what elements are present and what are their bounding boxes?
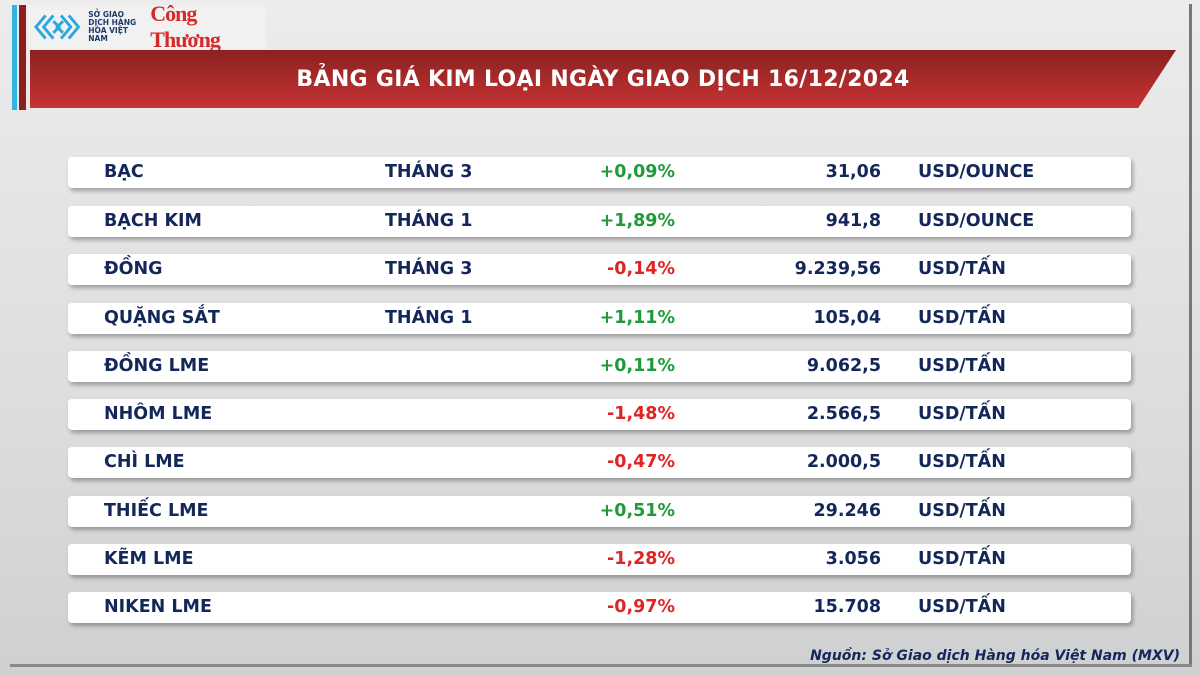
table-row: CHÌ LME -0,47% 2.000,5 USD/TẤN [68,447,1131,478]
table-row: NHÔM LME -1,48% 2.566,5 USD/TẤN [68,399,1131,430]
metal-name: ĐỒNG LME [104,356,210,376]
metal-name: ĐỒNG [104,259,163,279]
price-change: -0,47% [607,452,675,472]
metal-name: NHÔM LME [104,404,213,424]
source-note: Nguồn: Sở Giao dịch Hàng hóa Việt Nam (M… [810,648,1180,664]
mxv-logo-icon [34,14,81,40]
table-row: ĐỒNG LME +0,11% 9.062,5 USD/TẤN [68,351,1131,382]
price-change: -0,97% [607,597,675,617]
unit: USD/TẤN [918,549,1006,569]
price: 105,04 [813,308,881,328]
price: 15.708 [813,597,881,617]
price: 9.239,56 [794,259,881,279]
unit: USD/TẤN [918,452,1006,472]
price-change: +0,51% [599,501,675,521]
metal-name: CHÌ LME [104,452,185,472]
logo-brand: Công Thương [150,1,221,52]
contract-month: THÁNG 1 [385,308,473,328]
price-change: +1,11% [599,308,675,328]
metal-name: QUẶNG SẮT [104,308,220,328]
contract-month: THÁNG 1 [385,211,473,231]
frame-edge [1189,4,1192,667]
price: 9.062,5 [806,356,881,376]
price: 941,8 [825,211,881,231]
price: 3.056 [825,549,881,569]
title-banner: BẢNG GIÁ KIM LOẠI NGÀY GIAO DỊCH 16/12/2… [30,50,1176,108]
contract-month: THÁNG 3 [385,162,473,182]
unit: USD/OUNCE [918,211,1035,231]
metal-name: NIKEN LME [104,597,212,617]
logo-org-text: SỞ GIAO DỊCH HÀNG HÓA VIỆT NAM [88,10,137,43]
table-row: KẼM LME -1,28% 3.056 USD/TẤN [68,544,1131,575]
table-row: ĐỒNG THÁNG 3 -0,14% 9.239,56 USD/TẤN [68,254,1131,285]
unit: USD/OUNCE [918,162,1035,182]
unit: USD/TẤN [918,308,1006,328]
contract-month: THÁNG 3 [385,259,473,279]
unit: USD/TẤN [918,259,1006,279]
price: 31,06 [825,162,881,182]
accent-bar-red [19,5,26,110]
unit: USD/TẤN [918,356,1006,376]
metal-name: THIẾC LME [104,501,209,521]
accent-bar-blue [12,5,17,110]
table-row: NIKEN LME -0,97% 15.708 USD/TẤN [68,592,1131,623]
unit: USD/TẤN [918,501,1006,521]
unit: USD/TẤN [918,597,1006,617]
logo: SỞ GIAO DỊCH HÀNG HÓA VIỆT NAM Công Thươ… [28,1,266,52]
price-change: +0,09% [599,162,675,182]
price-change: -0,14% [607,259,675,279]
unit: USD/TẤN [918,404,1006,424]
table-row: BẠC THÁNG 3 +0,09% 31,06 USD/OUNCE [68,157,1131,188]
price-change: -1,28% [607,549,675,569]
metal-name: BẠCH KIM [104,211,202,231]
price: 29.246 [813,501,881,521]
price-change: +1,89% [599,211,675,231]
table-row: THIẾC LME +0,51% 29.246 USD/TẤN [68,496,1131,527]
price: 2.566,5 [806,404,881,424]
price-change: +0,11% [599,356,675,376]
price: 2.000,5 [806,452,881,472]
metal-name: BẠC [104,162,144,182]
table-row: BẠCH KIM THÁNG 1 +1,89% 941,8 USD/OUNCE [68,206,1131,237]
frame-edge-bottom [10,664,1192,667]
metal-name: KẼM LME [104,549,194,569]
table-row: QUẶNG SẮT THÁNG 1 +1,11% 105,04 USD/TẤN [68,303,1131,334]
page-title: BẢNG GIÁ KIM LOẠI NGÀY GIAO DỊCH 16/12/2… [296,66,910,92]
price-change: -1,48% [607,404,675,424]
